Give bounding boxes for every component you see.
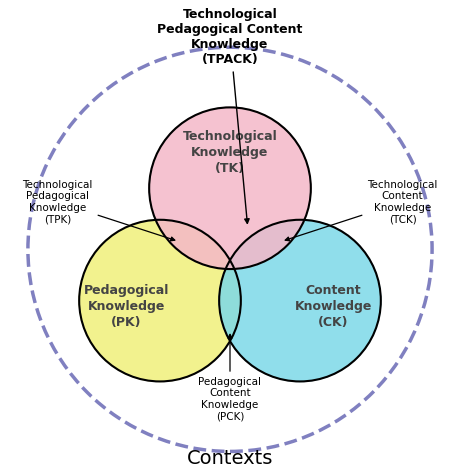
Text: Technological
Knowledge
(TK): Technological Knowledge (TK) bbox=[182, 130, 277, 175]
Text: Pedagogical
Knowledge
(PK): Pedagogical Knowledge (PK) bbox=[84, 284, 169, 329]
Text: Content
Knowledge
(CK): Content Knowledge (CK) bbox=[294, 284, 371, 329]
Text: Technological
Pedagogical
Knowledge
(TPK): Technological Pedagogical Knowledge (TPK… bbox=[22, 180, 174, 241]
Circle shape bbox=[218, 220, 380, 381]
Text: Technological
Content
Knowledge
(TCK): Technological Content Knowledge (TCK) bbox=[285, 180, 437, 241]
Circle shape bbox=[149, 107, 310, 269]
Text: Pedagogical
Content
Knowledge
(PCK): Pedagogical Content Knowledge (PCK) bbox=[198, 334, 261, 422]
Text: Technological
Pedagogical Content
Knowledge
(TPACK): Technological Pedagogical Content Knowle… bbox=[157, 9, 302, 223]
Text: Contexts: Contexts bbox=[186, 449, 273, 468]
Circle shape bbox=[79, 220, 241, 381]
